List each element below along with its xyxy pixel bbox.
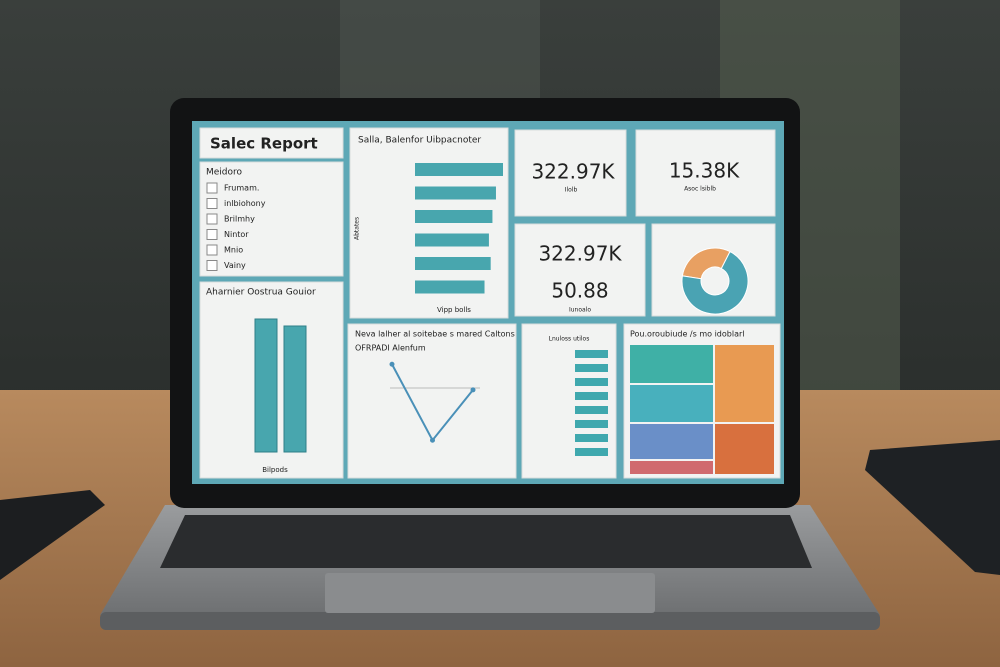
checkbox [206, 198, 218, 209]
filter-item: inlbiohony [224, 199, 266, 208]
treemap-cell [630, 424, 713, 459]
kpi-value: 322.97K [538, 242, 622, 266]
filter-item: Vainy [224, 261, 246, 270]
hbar-title: Salla, Balenfor Uibpacnoter [358, 136, 481, 146]
checkbox [206, 260, 218, 271]
bar [415, 163, 503, 176]
kpi-label: Ilolb [565, 187, 578, 194]
checkbox [206, 244, 218, 256]
line-point [389, 361, 395, 367]
bar [415, 210, 493, 223]
hbar-x-label: Vipp bolls [437, 306, 471, 314]
checkbox [206, 213, 218, 225]
pie-slice [681, 250, 749, 315]
filter-item: Mnio [224, 246, 243, 255]
trackpad [325, 573, 655, 613]
bar [415, 233, 489, 247]
tablet [0, 490, 105, 580]
kpi-panel [635, 129, 776, 217]
treemap-cell [715, 345, 774, 422]
line-panel [347, 323, 517, 479]
bar [283, 325, 307, 453]
bar [415, 280, 485, 294]
vbar-x-label: Bilpods [262, 466, 288, 474]
treemap-title: Pou.oroubiude /s mo idoblarl [630, 330, 744, 339]
vbar-title: Aharnier Oostrua Gouior [206, 288, 316, 298]
kpi-label: Iunoalo [569, 307, 591, 314]
line-title: Neva lalher al soitebae s mared Caltons [355, 330, 515, 339]
kpi-panel [514, 223, 646, 317]
filter-item: Frumam. [224, 184, 259, 193]
kpi-value: 15.38K [669, 159, 740, 183]
laptop-edge [100, 612, 880, 630]
dashboard-title: Salec Report [210, 135, 318, 153]
bar [415, 186, 496, 200]
filter-title: Meidoro [206, 168, 243, 178]
checkbox [206, 182, 218, 194]
bar [415, 257, 491, 270]
keyboard [160, 515, 812, 568]
checkbox [206, 229, 218, 240]
title-panel [199, 127, 344, 159]
filter-panel [199, 161, 344, 277]
treemap-cell [630, 461, 713, 474]
notebook [865, 440, 1000, 575]
kpi-value: 50.88 [551, 279, 608, 303]
hbar-y-label: Abtates [354, 217, 361, 240]
kpi-label: Asoc lsiblb [684, 186, 716, 193]
bar [254, 318, 278, 453]
line-point [430, 437, 435, 443]
kpi-value: 322.97K [531, 160, 615, 184]
line-subtitle: OFRPADI Alenfum [355, 344, 426, 353]
filter-item: Brilmhy [224, 215, 255, 224]
filter-item: Nintor [224, 230, 249, 239]
treemap-cell [630, 345, 713, 383]
table-rows [575, 350, 608, 456]
line-point [470, 387, 476, 393]
treemap-cell [715, 424, 774, 474]
kpi-panel [514, 129, 627, 217]
table-title: Lnuloss utilos [549, 336, 590, 343]
treemap-cell [630, 385, 713, 422]
